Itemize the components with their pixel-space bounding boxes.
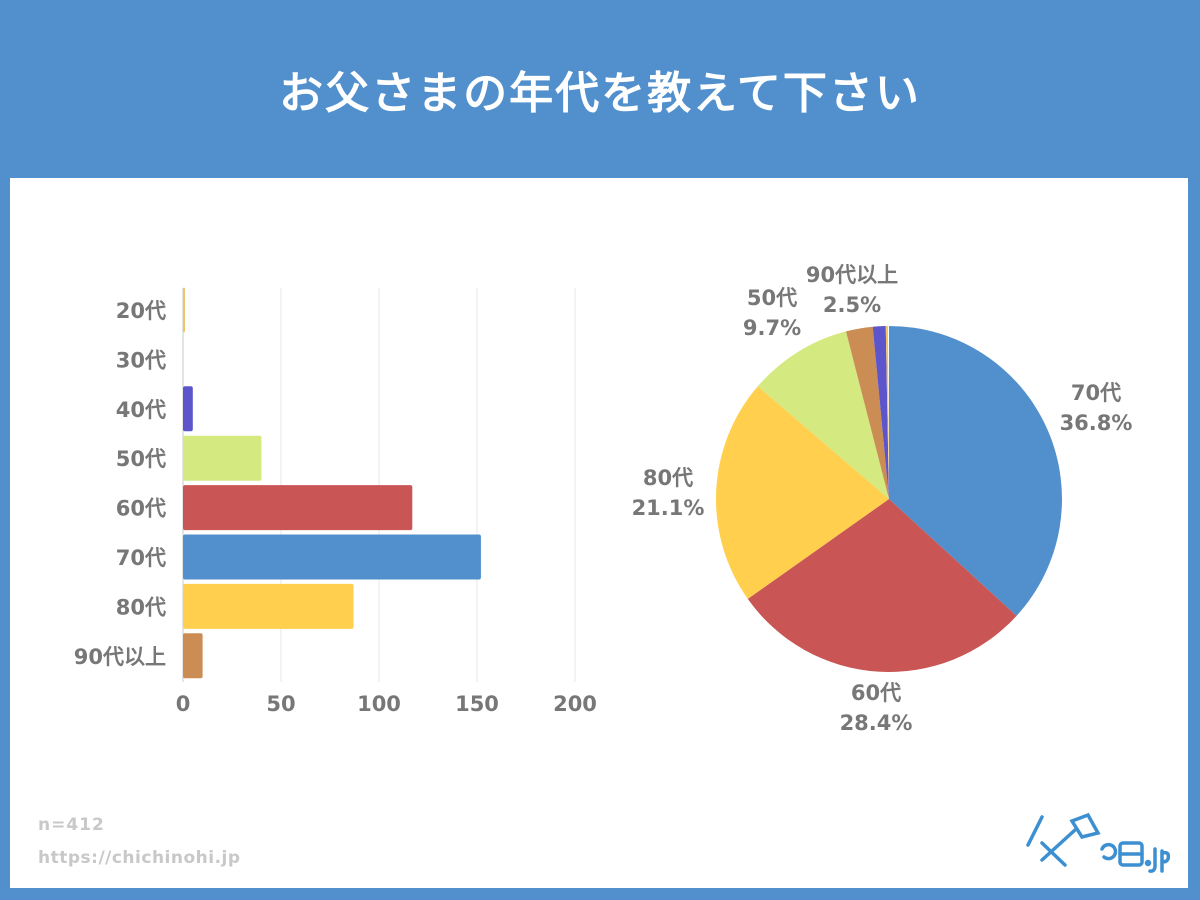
bar-90代以上 (183, 633, 203, 679)
y-tick-label: 50代 (116, 447, 166, 471)
x-tick-label: 100 (357, 692, 401, 716)
pie-slice-20代 (885, 326, 889, 499)
pie-slice-70代 (889, 326, 1062, 616)
x-tick-label: 0 (176, 692, 191, 716)
pie-percent: 2.5% (823, 293, 881, 317)
pie-percent: 36.8% (1060, 411, 1133, 435)
pie-slice-50代 (757, 331, 889, 499)
y-tick-label: 80代 (116, 595, 166, 619)
bar-70代 (183, 534, 481, 580)
y-tick-label: 20代 (116, 299, 166, 323)
x-tick-label: 50 (266, 692, 295, 716)
page-title: お父さまの年代を教えて下さい (279, 68, 921, 119)
bar-60代 (183, 485, 413, 531)
y-tick-label: 40代 (116, 398, 166, 422)
y-tick-label: 70代 (116, 546, 166, 570)
pie-label: 50代 (747, 286, 797, 310)
pie-slice-80代 (716, 386, 889, 599)
x-tick-label: 200 (553, 692, 597, 716)
pie-label: 70代 (1071, 381, 1121, 405)
bar-20代 (183, 287, 185, 333)
logo-icon (1026, 812, 1171, 873)
pie-percent: 28.4% (840, 711, 913, 735)
bar-50代 (183, 435, 262, 481)
pie-slice-60代 (747, 499, 1017, 672)
logo (1020, 805, 1171, 879)
y-tick-label: 30代 (116, 348, 166, 372)
pie-label: 80代 (643, 466, 693, 490)
y-tick-label: 60代 (116, 497, 166, 521)
pie-label: 90代以上 (806, 263, 898, 287)
pie-percent: 9.7% (743, 316, 801, 340)
source-url[interactable]: https://chichinohi.jp (38, 848, 241, 868)
bar-80代 (183, 583, 354, 629)
sample-size: n=412 (38, 815, 105, 835)
bar-40代 (183, 386, 193, 432)
pie-slice-40代 (872, 326, 889, 499)
pie-slice-90代以上 (845, 326, 889, 499)
y-tick-label: 90代以上 (74, 645, 166, 669)
pie-percent: 21.1% (632, 496, 705, 520)
x-tick-label: 150 (455, 692, 499, 716)
pie-label: 60代 (851, 681, 901, 705)
